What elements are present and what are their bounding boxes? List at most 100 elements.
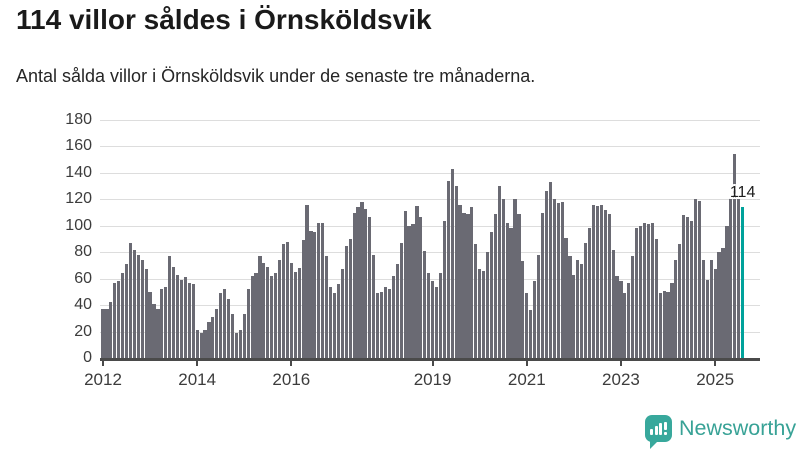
bar (356, 207, 360, 358)
bar (509, 228, 513, 358)
bar (219, 293, 223, 358)
logo-exclamation-icon (663, 422, 667, 430)
bar (301, 240, 305, 358)
bar (552, 199, 556, 358)
bar (223, 289, 227, 358)
bar (493, 213, 497, 358)
x-axis-tick (196, 358, 199, 366)
bar (234, 332, 238, 358)
bar (501, 199, 505, 358)
bar (458, 204, 462, 358)
bar (470, 207, 474, 358)
x-axis-tick-label: 2021 (507, 370, 546, 389)
bar (729, 198, 733, 358)
bar (230, 314, 235, 358)
bar (434, 286, 439, 358)
bar (544, 191, 548, 358)
bar (191, 283, 195, 358)
bar (521, 261, 525, 358)
bar (638, 225, 643, 358)
bar (697, 200, 702, 358)
bar (623, 293, 627, 358)
bar (670, 282, 674, 358)
bar (132, 249, 136, 358)
bar (635, 228, 639, 358)
bar (654, 239, 658, 358)
bar (482, 270, 486, 358)
bar (313, 232, 317, 358)
bar (140, 260, 144, 358)
bar (128, 242, 133, 358)
bar (525, 293, 529, 358)
y-axis-tick-label: 0 (83, 349, 92, 366)
bar (376, 293, 380, 358)
bar (713, 269, 717, 358)
x-axis-tick (431, 358, 434, 366)
bar (690, 220, 694, 358)
bar (277, 260, 282, 358)
bar (705, 280, 709, 358)
bar (124, 264, 129, 358)
gridline (100, 199, 760, 201)
bar (474, 244, 478, 358)
bar (199, 332, 203, 358)
x-axis-tick (102, 358, 104, 366)
bar (642, 223, 647, 358)
bar (674, 260, 678, 358)
bar (442, 220, 446, 358)
y-axis-tick-label: 60 (74, 269, 92, 287)
bar (136, 254, 140, 358)
bar (360, 201, 364, 358)
bar (172, 266, 176, 358)
y-axis-tick-label: 120 (65, 190, 92, 208)
bar (466, 213, 470, 358)
bar (289, 262, 293, 358)
bar (117, 281, 121, 358)
bar (368, 216, 372, 358)
bar (109, 302, 113, 358)
bar (693, 199, 698, 358)
x-axis-tick (714, 358, 717, 366)
bar (336, 283, 341, 358)
bar (340, 269, 344, 358)
x-axis-tick-label: 2014 (178, 370, 217, 389)
bar (662, 290, 666, 358)
bar (152, 303, 156, 358)
bar (438, 273, 443, 358)
x-axis-tick-label: 2019 (413, 370, 452, 389)
bar (462, 212, 466, 358)
bar (631, 256, 635, 358)
bar (121, 273, 125, 358)
bar (148, 291, 152, 358)
bar (383, 286, 388, 358)
y-axis-tick-label: 40 (74, 296, 92, 314)
bar (505, 223, 509, 358)
bar (619, 281, 623, 358)
logo-bar-icon (650, 429, 653, 435)
bar (666, 291, 670, 358)
bar (478, 269, 482, 358)
bar (497, 186, 501, 358)
newsworthy-logo-icon (645, 415, 672, 442)
bar (489, 232, 494, 358)
bar (540, 212, 545, 358)
bar (533, 281, 537, 358)
x-axis-tick (619, 358, 622, 366)
bar (332, 293, 337, 358)
bar (305, 204, 309, 358)
bar (576, 260, 580, 358)
bar (325, 256, 329, 358)
bar (352, 212, 356, 358)
bar (395, 264, 399, 358)
bar (183, 277, 187, 358)
y-axis-tick-label: 80 (74, 243, 92, 261)
bar (274, 273, 278, 358)
bar (281, 244, 286, 358)
gridline (100, 252, 760, 254)
bar (595, 205, 599, 358)
bar (164, 286, 168, 358)
bar (709, 260, 713, 358)
bar (650, 223, 654, 358)
logo-bar-icon (659, 423, 662, 435)
gridline (100, 172, 760, 174)
